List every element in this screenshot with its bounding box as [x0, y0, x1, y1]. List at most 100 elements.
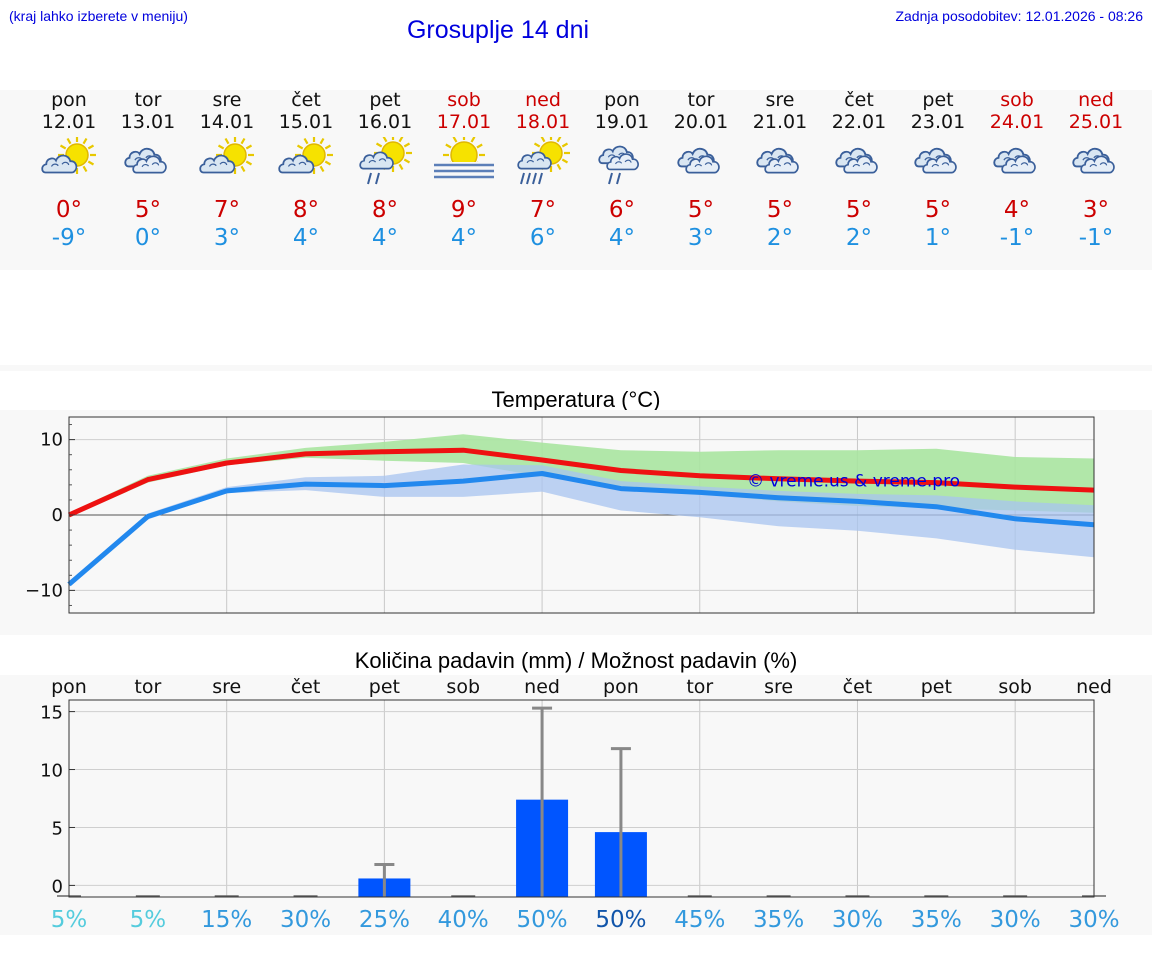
max-temp: 5° — [134, 197, 162, 223]
precip-day-label: tor — [686, 676, 713, 698]
precip-probability-label: 35% — [911, 907, 962, 933]
precip-day-label: ned — [524, 676, 560, 698]
temperature-chart-title: Temperatura (°C) — [491, 387, 661, 412]
precip-probability-label: 30% — [280, 907, 331, 933]
cloudy-icon — [677, 147, 720, 174]
cloudy-icon — [1072, 147, 1115, 174]
precip-probability-label: 25% — [359, 907, 410, 933]
cloudy-icon — [914, 147, 957, 174]
max-temp: 9° — [450, 197, 478, 223]
precipitation-plot-area — [69, 700, 1094, 897]
precip-probability-label: 15% — [201, 907, 252, 933]
day-date: 19.01 — [594, 111, 650, 133]
precip-y-tick-label: 0 — [52, 876, 63, 897]
sun-cloud-heavy-rain-icon — [517, 137, 570, 185]
min-temp: 4° — [371, 225, 399, 251]
day-date: 20.01 — [673, 111, 729, 133]
day-forecast: pet 23.01 5° 1° — [898, 89, 978, 251]
sun-partly-cloudy-icon — [199, 137, 254, 174]
precip-probability-label: 5% — [51, 907, 88, 933]
cloudy-icon — [756, 147, 799, 174]
precip-probability-label: 30% — [1068, 907, 1119, 933]
precip-day-label: ned — [1076, 676, 1112, 698]
day-forecast: čet 22.01 5° 2° — [819, 89, 899, 251]
precip-probability-label: 35% — [753, 907, 804, 933]
max-temp: 7° — [213, 197, 241, 223]
precip-probability-label: 50% — [595, 907, 646, 933]
max-temp: 6° — [608, 197, 636, 223]
day-forecast: tor 20.01 5° 3° — [661, 89, 741, 251]
day-date: 18.01 — [515, 111, 571, 133]
max-temp: 8° — [371, 197, 399, 223]
day-date: 25.01 — [1068, 111, 1124, 133]
precip-probability-label: 30% — [832, 907, 883, 933]
precip-day-label: pon — [51, 676, 87, 698]
location-menu-hint[interactable]: (kraj lahko izberete v meniju) — [9, 8, 188, 24]
sun-fog-icon — [432, 137, 496, 182]
day-date: 15.01 — [278, 111, 334, 133]
precipitation-chart-title: Količina padavin (mm) / Možnost padavin … — [354, 648, 798, 673]
max-temp: 5° — [766, 197, 794, 223]
precip-day-label: tor — [134, 676, 161, 698]
precip-y-tick-label: 10 — [40, 761, 63, 782]
min-temp: 2° — [845, 225, 873, 251]
day-forecast: tor 13.01 5° 0° — [108, 89, 188, 251]
day-name: sob — [1000, 89, 1034, 111]
precip-y-tick-label: 15 — [40, 703, 63, 724]
day-forecast: čet 15.01 8° 4° — [266, 89, 346, 251]
day-date: 21.01 — [752, 111, 808, 133]
precip-probability-label: 45% — [674, 907, 725, 933]
day-forecast: sre 21.01 5° 2° — [740, 89, 820, 251]
min-temp: -1° — [1078, 225, 1114, 251]
min-temp: 1° — [924, 225, 952, 251]
sun-partly-cloudy-icon — [278, 137, 333, 174]
day-forecast: pon 12.01 0° -9° — [29, 89, 109, 251]
day-date: 14.01 — [199, 111, 255, 133]
precip-probability-label: 50% — [517, 907, 568, 933]
day-forecast: pet 16.01 8° 4° — [345, 89, 425, 251]
day-date: 22.01 — [831, 111, 887, 133]
precip-day-label: pon — [603, 676, 639, 698]
cloudy-icon — [835, 147, 878, 174]
day-name: pon — [604, 89, 640, 111]
precip-day-label: sre — [212, 676, 241, 698]
min-temp: -1° — [999, 225, 1035, 251]
precipitation-plot-frame — [68, 699, 1095, 898]
day-forecast: sob 17.01 9° 4° — [424, 89, 504, 251]
min-temp: 0° — [134, 225, 162, 251]
day-forecast: sre 14.01 7° 3° — [187, 89, 267, 251]
forecast-band — [0, 90, 1152, 270]
precip-y-tick-label: 5 — [52, 818, 63, 839]
cloudy-icon — [124, 147, 167, 174]
day-name: pet — [922, 89, 954, 111]
watermark: © vreme.us & vreme.pro — [747, 471, 960, 491]
min-temp-range-band — [69, 464, 1094, 587]
min-temp: 6° — [529, 225, 557, 251]
temp-y-tick-label: 0 — [52, 505, 63, 526]
precipitation-chart: pon tor sre čet pet sob ned pon tor sre čet pet sob n… — [40, 676, 1119, 933]
min-temp: 4° — [292, 225, 320, 251]
day-name: ned — [1078, 89, 1114, 111]
day-date: 12.01 — [41, 111, 97, 133]
max-temp: 0° — [55, 197, 83, 223]
precip-day-label: sob — [998, 676, 1032, 698]
last-updated: Zadnja posodobitev: 12.01.2026 - 08:26 — [895, 8, 1143, 24]
max-temp-line — [67, 447, 1095, 518]
temp-y-tick-label: 10 — [40, 430, 63, 451]
day-date: 24.01 — [989, 111, 1045, 133]
day-name: pon — [51, 89, 87, 111]
temp-y-tick-label: −10 — [25, 580, 63, 601]
precip-probability-label: 30% — [990, 907, 1041, 933]
precip-day-label: čet — [843, 676, 873, 698]
sun-partly-cloudy-icon — [41, 137, 96, 174]
day-date: 17.01 — [436, 111, 492, 133]
min-temp: 2° — [766, 225, 794, 251]
day-name: sre — [765, 89, 795, 111]
day-forecast: sob 24.01 4° -1° — [977, 89, 1057, 251]
min-temp-line — [67, 471, 1095, 587]
day-forecast: ned 25.01 3° -1° — [1056, 89, 1136, 251]
precip-day-label: pet — [921, 676, 952, 698]
day-date: 13.01 — [120, 111, 176, 133]
day-name: ned — [525, 89, 561, 111]
max-temp: 8° — [292, 197, 320, 223]
